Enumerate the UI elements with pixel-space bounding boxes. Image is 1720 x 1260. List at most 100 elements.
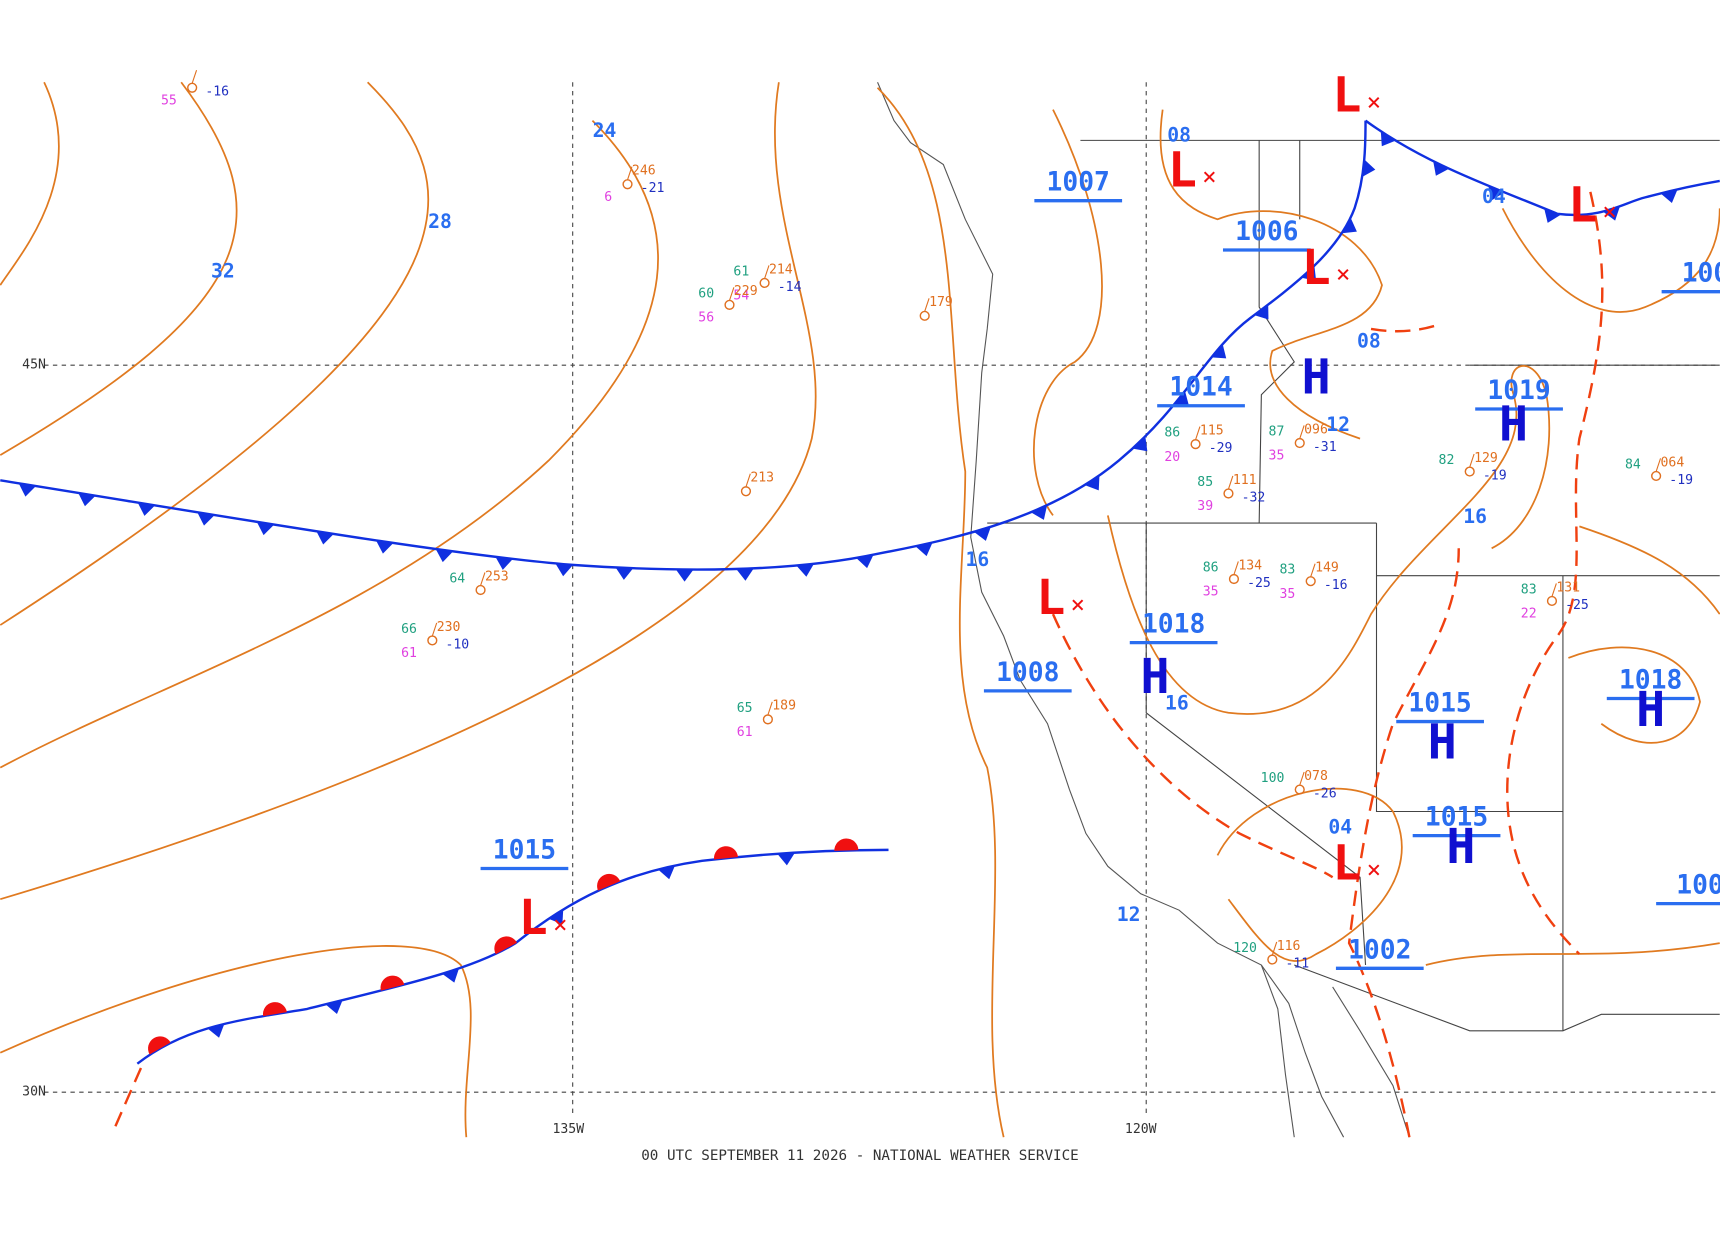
station-plot: 86 115 -29 20 (1164, 423, 1232, 464)
cold-front-marker (796, 563, 814, 577)
wind-barb (626, 166, 633, 181)
station-circle (1228, 573, 1240, 585)
cold-front-marker (1660, 189, 1678, 204)
station-change: -29 (1209, 441, 1233, 456)
station-temp: 60 (698, 286, 714, 301)
cold-front-marker (615, 567, 634, 580)
wind-barb (1469, 453, 1475, 468)
station-circle (187, 82, 198, 93)
station-circle (622, 179, 633, 190)
cold-front (0, 120, 1367, 571)
station-dewpoint: 61 (737, 725, 753, 740)
warm-front-marker (494, 936, 518, 955)
pressure-label: 1018 (1619, 665, 1682, 695)
cold-front-marker (316, 531, 334, 545)
cold-front-marker (1132, 436, 1148, 452)
isobar (1568, 525, 1720, 744)
station-plot: 83 149 -16 35 (1280, 561, 1348, 602)
isobar (1425, 942, 1720, 966)
station-temp: 85 (1197, 475, 1213, 490)
warm-front-marker (380, 975, 405, 991)
warm-front-marker (597, 873, 621, 891)
cold-front-marker (1488, 185, 1505, 201)
station-plot: 66 230 -10 61 (401, 620, 469, 661)
station-pressure: 129 (1474, 451, 1498, 466)
cold-front-marker (555, 563, 573, 577)
isobar (1159, 109, 1383, 440)
station-circle (1294, 437, 1305, 449)
wind-barb (1233, 561, 1239, 575)
high-center: H (1140, 649, 1169, 705)
coastline (877, 82, 1410, 1138)
cold-front-marker (915, 542, 933, 557)
station-circle (475, 584, 486, 596)
pressure-label: 1006 (1235, 217, 1298, 247)
isobar (0, 81, 60, 286)
high-center: H (1302, 350, 1331, 406)
wind-barb (1271, 941, 1278, 956)
cold-front-marker (1211, 343, 1227, 359)
station-pressure: 131 (1556, 580, 1580, 595)
grid-label: 45N (22, 358, 46, 373)
station-temp: 83 (1280, 563, 1296, 578)
cold-front-marker (675, 569, 694, 582)
low-x: × (1071, 590, 1086, 618)
trough (1347, 548, 1460, 1138)
cold-front-marker (1362, 159, 1376, 177)
station-plot: 82 129 -19 (1439, 451, 1507, 484)
wind-barb (745, 473, 751, 488)
station-change: -14 (778, 280, 802, 295)
station-temp: 120 (1233, 941, 1257, 956)
cold-front-marker (1301, 265, 1317, 281)
pressure-label: 100 (1682, 259, 1720, 289)
labels: 00 UTC SEPTEMBER 11 2026 - NATIONAL WEAT… (22, 68, 1720, 1164)
station-dewpoint: 61 (401, 646, 417, 661)
isobar (0, 81, 238, 456)
low-center: L (1332, 835, 1361, 891)
isobar-label: 08 (1357, 330, 1381, 353)
station-plot: 87 096 -31 35 (1269, 422, 1337, 463)
station-plot: 61 214 -14 54 (733, 262, 801, 303)
trough (1051, 613, 1334, 879)
station-change: -16 (205, 85, 229, 100)
station-plot: 85 111 -32 39 (1197, 473, 1265, 514)
station-change: -19 (1483, 468, 1507, 483)
wind-barb (1310, 563, 1316, 577)
wind-barb (1655, 458, 1662, 472)
pressure-label: 1019 (1487, 376, 1550, 406)
low-center: L (519, 890, 548, 946)
grid-label: 120W (1125, 1122, 1157, 1137)
station-plot: 246 -21 6 (604, 164, 664, 205)
wind-barb (480, 572, 486, 586)
station-circle (724, 299, 735, 310)
pressure-label: 1015 (493, 835, 556, 865)
station-circle (1294, 784, 1305, 795)
pressure-label: 1015 (1408, 689, 1471, 719)
cold-front-marker (1433, 161, 1450, 176)
station-circle (1223, 488, 1234, 499)
station-change: -19 (1669, 473, 1693, 488)
station-change: -11 (1285, 956, 1309, 971)
pressure-label: 1008 (996, 658, 1059, 688)
low-center: L (1036, 570, 1065, 626)
isobar (0, 945, 472, 1138)
low-x: × (1202, 163, 1217, 191)
pressure-label: 1007 (1047, 168, 1110, 198)
station-change: -21 (641, 181, 665, 196)
station-temp: 87 (1269, 425, 1285, 440)
station-plot: 86 134 -25 35 (1203, 558, 1271, 599)
station-pressure: 064 (1661, 455, 1685, 470)
station-temp: 61 (733, 264, 749, 279)
station-circle (759, 277, 770, 289)
station-plot: 64 253 (449, 569, 509, 596)
wind-barb (764, 265, 770, 279)
station-dewpoint: 56 (698, 311, 714, 326)
station-plot: 60 229 56 (698, 284, 757, 325)
caption: 00 UTC SEPTEMBER 11 2026 - NATIONAL WEAT… (641, 1148, 1079, 1164)
station-pressure: 115 (1200, 423, 1224, 438)
station-change: -25 (1565, 598, 1589, 613)
station-dewpoint: 39 (1197, 499, 1213, 514)
cold-front-marker (548, 909, 564, 925)
trough (114, 1063, 144, 1127)
station-pressure: 189 (772, 699, 796, 714)
